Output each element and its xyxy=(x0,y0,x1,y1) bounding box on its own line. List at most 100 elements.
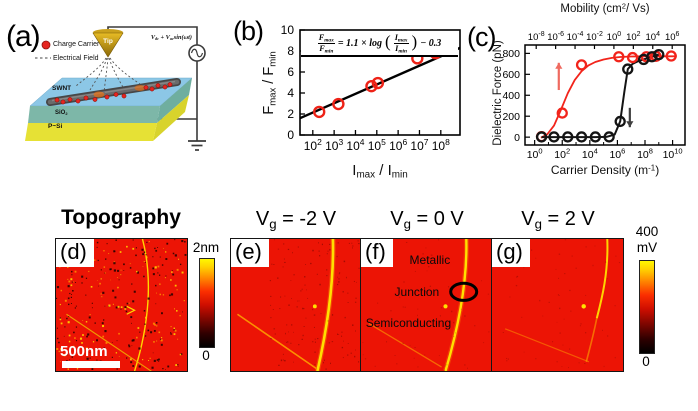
panel-e-letter: (e) xyxy=(231,239,269,267)
dielectric-features xyxy=(494,239,621,369)
panel-a-label: (a) xyxy=(6,20,41,53)
svg-text:108: 108 xyxy=(432,137,450,153)
bright-particle xyxy=(581,304,586,309)
svg-text:104: 104 xyxy=(646,31,661,43)
afm-image-topography: (d) 500nm xyxy=(55,238,188,372)
bright-particle xyxy=(443,304,448,309)
svg-text:1010: 1010 xyxy=(663,147,683,161)
topography-title: Topography xyxy=(61,206,181,229)
scalebar xyxy=(62,361,120,368)
svg-text:4: 4 xyxy=(287,86,294,100)
si-layer-front xyxy=(25,123,157,141)
fit-equation: Fmax Fmin = 1.1 × log ( Imax Imin ) − 0.… xyxy=(301,31,458,57)
nanotube-line xyxy=(135,239,149,371)
charge-carrier-dot xyxy=(41,40,51,50)
equation-tail: − 0.3 xyxy=(420,37,442,49)
svg-text:10-4: 10-4 xyxy=(567,31,584,43)
lhs-numerator: Fmax xyxy=(317,33,335,44)
junction-circle-annotation xyxy=(451,283,477,300)
colorbar-d-max-label: 2nm xyxy=(192,240,220,255)
panel-g-title: Vg = 2 V xyxy=(521,208,595,232)
svg-text:0: 0 xyxy=(514,132,520,144)
induced-charge-glow xyxy=(134,85,146,91)
si-label: P~Si xyxy=(48,122,63,130)
svg-text:105: 105 xyxy=(368,137,386,153)
rhs-denominator: Imin xyxy=(395,43,408,54)
chart-b-x-axis-label: Imax / Imin xyxy=(352,162,408,181)
sio2-label: SiO2 xyxy=(55,110,68,116)
legend-charge-carrier-label: Charge Carrier xyxy=(53,41,100,48)
chart-c-bottom-ticks: 100 102 104 106 108 1010 xyxy=(527,140,683,161)
schematic-panel-a: Tip xyxy=(25,26,206,151)
svg-text:10: 10 xyxy=(281,23,295,37)
dielectric-features xyxy=(362,239,490,371)
junction-annotation: Junction xyxy=(394,285,440,300)
chart-b-y-ticks: 0 2 4 6 8 10 xyxy=(281,23,305,142)
equation-mid: = 1.1 × log xyxy=(337,37,383,49)
chart-c-top-axis-label: Mobility (cm2/ Vs) xyxy=(560,1,650,15)
svg-text:800: 800 xyxy=(502,48,520,60)
panel-f-title: Vg = 0 V xyxy=(390,208,464,232)
svg-text:400: 400 xyxy=(502,90,520,102)
panel-b-label: (b) xyxy=(233,16,264,46)
nanotube-glow xyxy=(317,239,333,371)
lhs-fraction: Fmax Fmin xyxy=(317,33,335,54)
svg-text:100: 100 xyxy=(527,147,543,161)
colorbar-d-min-label: 0 xyxy=(202,348,210,363)
svg-text:106: 106 xyxy=(665,31,680,43)
electric-field-lines xyxy=(75,57,141,94)
afm-tip: Tip xyxy=(92,29,124,58)
semiconducting-tube-line xyxy=(505,329,589,362)
surface-feature xyxy=(127,306,135,314)
svg-text:10-8: 10-8 xyxy=(528,31,545,43)
chart-b-container: 102 103 104 105 106 107 108 0 2 4 6 8 10 Fmax Fmin =… xyxy=(232,12,472,192)
metallic-tube-line xyxy=(597,239,608,318)
tip-label: Tip xyxy=(103,38,113,45)
legend-electrical-field-label: Electrical Field xyxy=(53,54,99,62)
svg-text:102: 102 xyxy=(554,147,570,161)
sio2-layer-side xyxy=(157,78,192,123)
panel-e-title: Vg = -2 V xyxy=(255,208,337,232)
svg-text:108: 108 xyxy=(637,147,653,161)
svg-text:10-6: 10-6 xyxy=(547,31,564,43)
rhs-numerator: Imax xyxy=(393,33,409,44)
svg-text:102: 102 xyxy=(626,31,641,43)
voltage-label: Vdc + Vacsin(ωt) xyxy=(150,34,192,42)
afm-image-vg-minus2: (e) xyxy=(230,238,361,372)
svg-text:100: 100 xyxy=(607,31,622,43)
svg-text:104: 104 xyxy=(346,137,364,153)
chart-c-y-ticks: 0 200 400 600 800 xyxy=(502,48,530,144)
close-paren: ) xyxy=(411,32,418,51)
chart-b-x-ticks: 102 103 104 105 106 107 108 xyxy=(304,130,450,153)
svg-text:106: 106 xyxy=(389,137,407,153)
rhs-fraction: Imax Imin xyxy=(393,33,409,54)
semiconducting-tube-line xyxy=(369,323,442,367)
panel-c-label: (c) xyxy=(467,22,497,52)
sio2-layer-front xyxy=(28,106,160,123)
scalebar-label: 500nm xyxy=(60,343,108,360)
svg-text:0: 0 xyxy=(287,128,294,142)
nanotube-line xyxy=(66,314,152,371)
colorbar-g-min-label: 0 xyxy=(642,354,650,369)
svg-text:103: 103 xyxy=(325,137,343,153)
svg-text:8: 8 xyxy=(287,44,294,58)
colorbar-voltage xyxy=(639,260,655,354)
chart-c-y-axis-label: Dielectric Force (pN) xyxy=(492,40,504,146)
sine-wave-icon xyxy=(190,48,204,58)
open-paren: ( xyxy=(385,32,391,51)
afm-image-vg-plus2: (g) xyxy=(492,238,624,372)
chart-c-top-ticks: 10-8 10-6 10-4 10-2 100 102 104 106 xyxy=(528,31,680,49)
swnt-nanotube xyxy=(46,78,181,106)
afm-image-vg-0: (f) Metallic Junction Semiconducting xyxy=(361,238,492,372)
svg-text:10-2: 10-2 xyxy=(586,31,603,43)
bright-particle xyxy=(312,304,317,309)
lhs-denominator: Fmin xyxy=(319,43,334,54)
colorbar-g-unit-label: mV xyxy=(636,240,658,255)
induced-charge-glow xyxy=(93,91,105,98)
metallic-tube-line xyxy=(446,239,467,371)
ground-icon xyxy=(188,140,206,151)
colorbar-g-max-label: 400 xyxy=(635,224,659,239)
si-layer-side xyxy=(153,95,189,141)
